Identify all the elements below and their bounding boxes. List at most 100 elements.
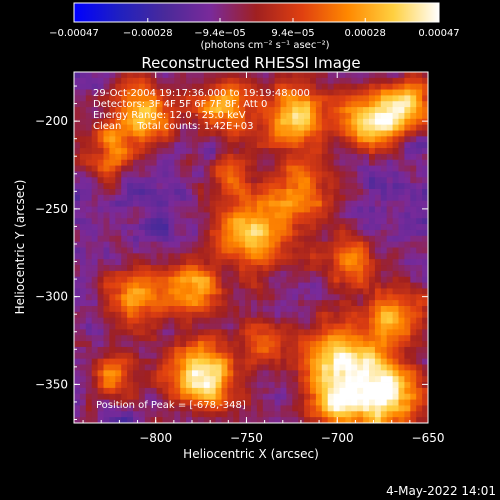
heatmap-cell <box>144 241 152 248</box>
heatmap-cell <box>150 183 157 190</box>
heatmap-cell <box>209 311 216 319</box>
heatmap-cell <box>109 265 116 272</box>
heatmap-cell <box>392 376 399 383</box>
heatmap-cell <box>345 253 352 260</box>
heatmap-cell <box>286 200 293 207</box>
heatmap-cell <box>203 77 211 85</box>
heatmap-cell <box>280 370 287 377</box>
footer-date: 4-May-2022 14:01 <box>386 484 496 498</box>
heatmap-cell <box>127 72 134 79</box>
heatmap-cell <box>227 112 234 120</box>
heatmap-cell <box>369 352 376 360</box>
heatmap-cell <box>245 288 252 295</box>
heatmap-cell <box>380 417 388 423</box>
heatmap-cell <box>156 417 163 423</box>
heatmap-cell <box>327 247 334 254</box>
heatmap-cell <box>416 282 423 289</box>
heatmap-cell <box>168 323 175 330</box>
heatmap-cell <box>138 306 146 313</box>
heatmap-cell <box>133 352 140 360</box>
heatmap-cell <box>374 276 382 283</box>
heatmap-cell <box>256 294 264 301</box>
heatmap-cell <box>280 253 287 260</box>
heatmap-cell <box>398 112 405 120</box>
heatmap-cell <box>168 276 175 283</box>
x-tick-label: −800 <box>139 431 172 445</box>
heatmap-cell <box>339 247 346 254</box>
heatmap-cell <box>374 124 382 131</box>
heatmap-cell <box>115 276 122 283</box>
heatmap-cell <box>215 159 222 166</box>
heatmap-cell <box>374 171 382 178</box>
heatmap-cell <box>410 183 417 190</box>
heatmap-cell <box>422 270 428 278</box>
heatmap-cell <box>85 247 93 254</box>
heatmap-cell <box>327 306 334 313</box>
heatmap-cell <box>74 329 81 336</box>
heatmap-cell <box>174 83 181 90</box>
heatmap-cell <box>74 270 81 278</box>
heatmap-cell <box>138 165 146 172</box>
heatmap-cell <box>91 247 98 254</box>
heatmap-cell <box>374 399 382 406</box>
heatmap-cell <box>245 411 252 418</box>
heatmap-cell <box>392 346 399 354</box>
heatmap-cell <box>321 329 329 336</box>
heatmap-cell <box>138 411 146 418</box>
heatmap-cell <box>321 393 329 400</box>
heatmap-cell <box>74 183 81 190</box>
heatmap-cell <box>345 376 352 383</box>
heatmap-cell <box>109 317 116 324</box>
heatmap-cell <box>292 112 299 120</box>
heatmap-cell <box>197 77 205 85</box>
heatmap-cell <box>239 107 246 114</box>
heatmap-cell <box>380 382 388 389</box>
heatmap-cell <box>256 241 264 248</box>
heatmap-cell <box>133 206 140 213</box>
heatmap-cell <box>79 335 87 342</box>
heatmap-cell <box>416 153 423 161</box>
heatmap-cell <box>215 265 222 272</box>
heatmap-cell <box>233 329 240 336</box>
heatmap-cell <box>186 393 193 400</box>
heatmap-cell <box>138 124 146 131</box>
heatmap-cell <box>398 142 405 149</box>
heatmap-cell <box>398 89 405 96</box>
heatmap-cell <box>115 224 122 231</box>
heatmap-cell <box>292 335 299 342</box>
heatmap-cell <box>298 352 305 360</box>
heatmap-cell <box>363 83 370 90</box>
heatmap-cell <box>215 153 222 161</box>
heatmap-cell <box>268 159 275 166</box>
heatmap-cell <box>286 399 293 406</box>
heatmap-cell <box>422 399 428 406</box>
heatmap-cell <box>422 148 428 155</box>
heatmap-cell <box>215 136 222 143</box>
heatmap-cell <box>162 95 169 102</box>
heatmap-cell <box>310 399 317 406</box>
heatmap-cell <box>174 253 181 260</box>
heatmap-cell <box>410 329 417 336</box>
heatmap-cell <box>386 224 393 231</box>
heatmap-cell <box>180 124 187 131</box>
heatmap-cell <box>251 329 258 336</box>
heatmap-cell <box>138 218 146 225</box>
heatmap-cell <box>351 218 358 225</box>
heatmap-cell <box>404 107 411 114</box>
heatmap-cell <box>410 341 417 348</box>
heatmap-cell <box>127 399 134 406</box>
heatmap-cell <box>422 282 428 289</box>
heatmap-cell <box>292 194 299 202</box>
heatmap-cell <box>162 370 169 377</box>
heatmap-cell <box>251 83 258 90</box>
heatmap-cell <box>115 382 122 389</box>
heatmap-cell <box>91 323 98 330</box>
heatmap-cell <box>127 153 134 161</box>
heatmap-cell <box>333 247 340 254</box>
heatmap-cell <box>215 364 222 371</box>
heatmap-cell <box>168 206 175 213</box>
x-axis-ticks: −800 −750 −700 −650 <box>82 72 444 445</box>
heatmap-cell <box>256 142 264 149</box>
heatmap-cell <box>280 153 287 161</box>
heatmap-cell <box>79 294 87 301</box>
